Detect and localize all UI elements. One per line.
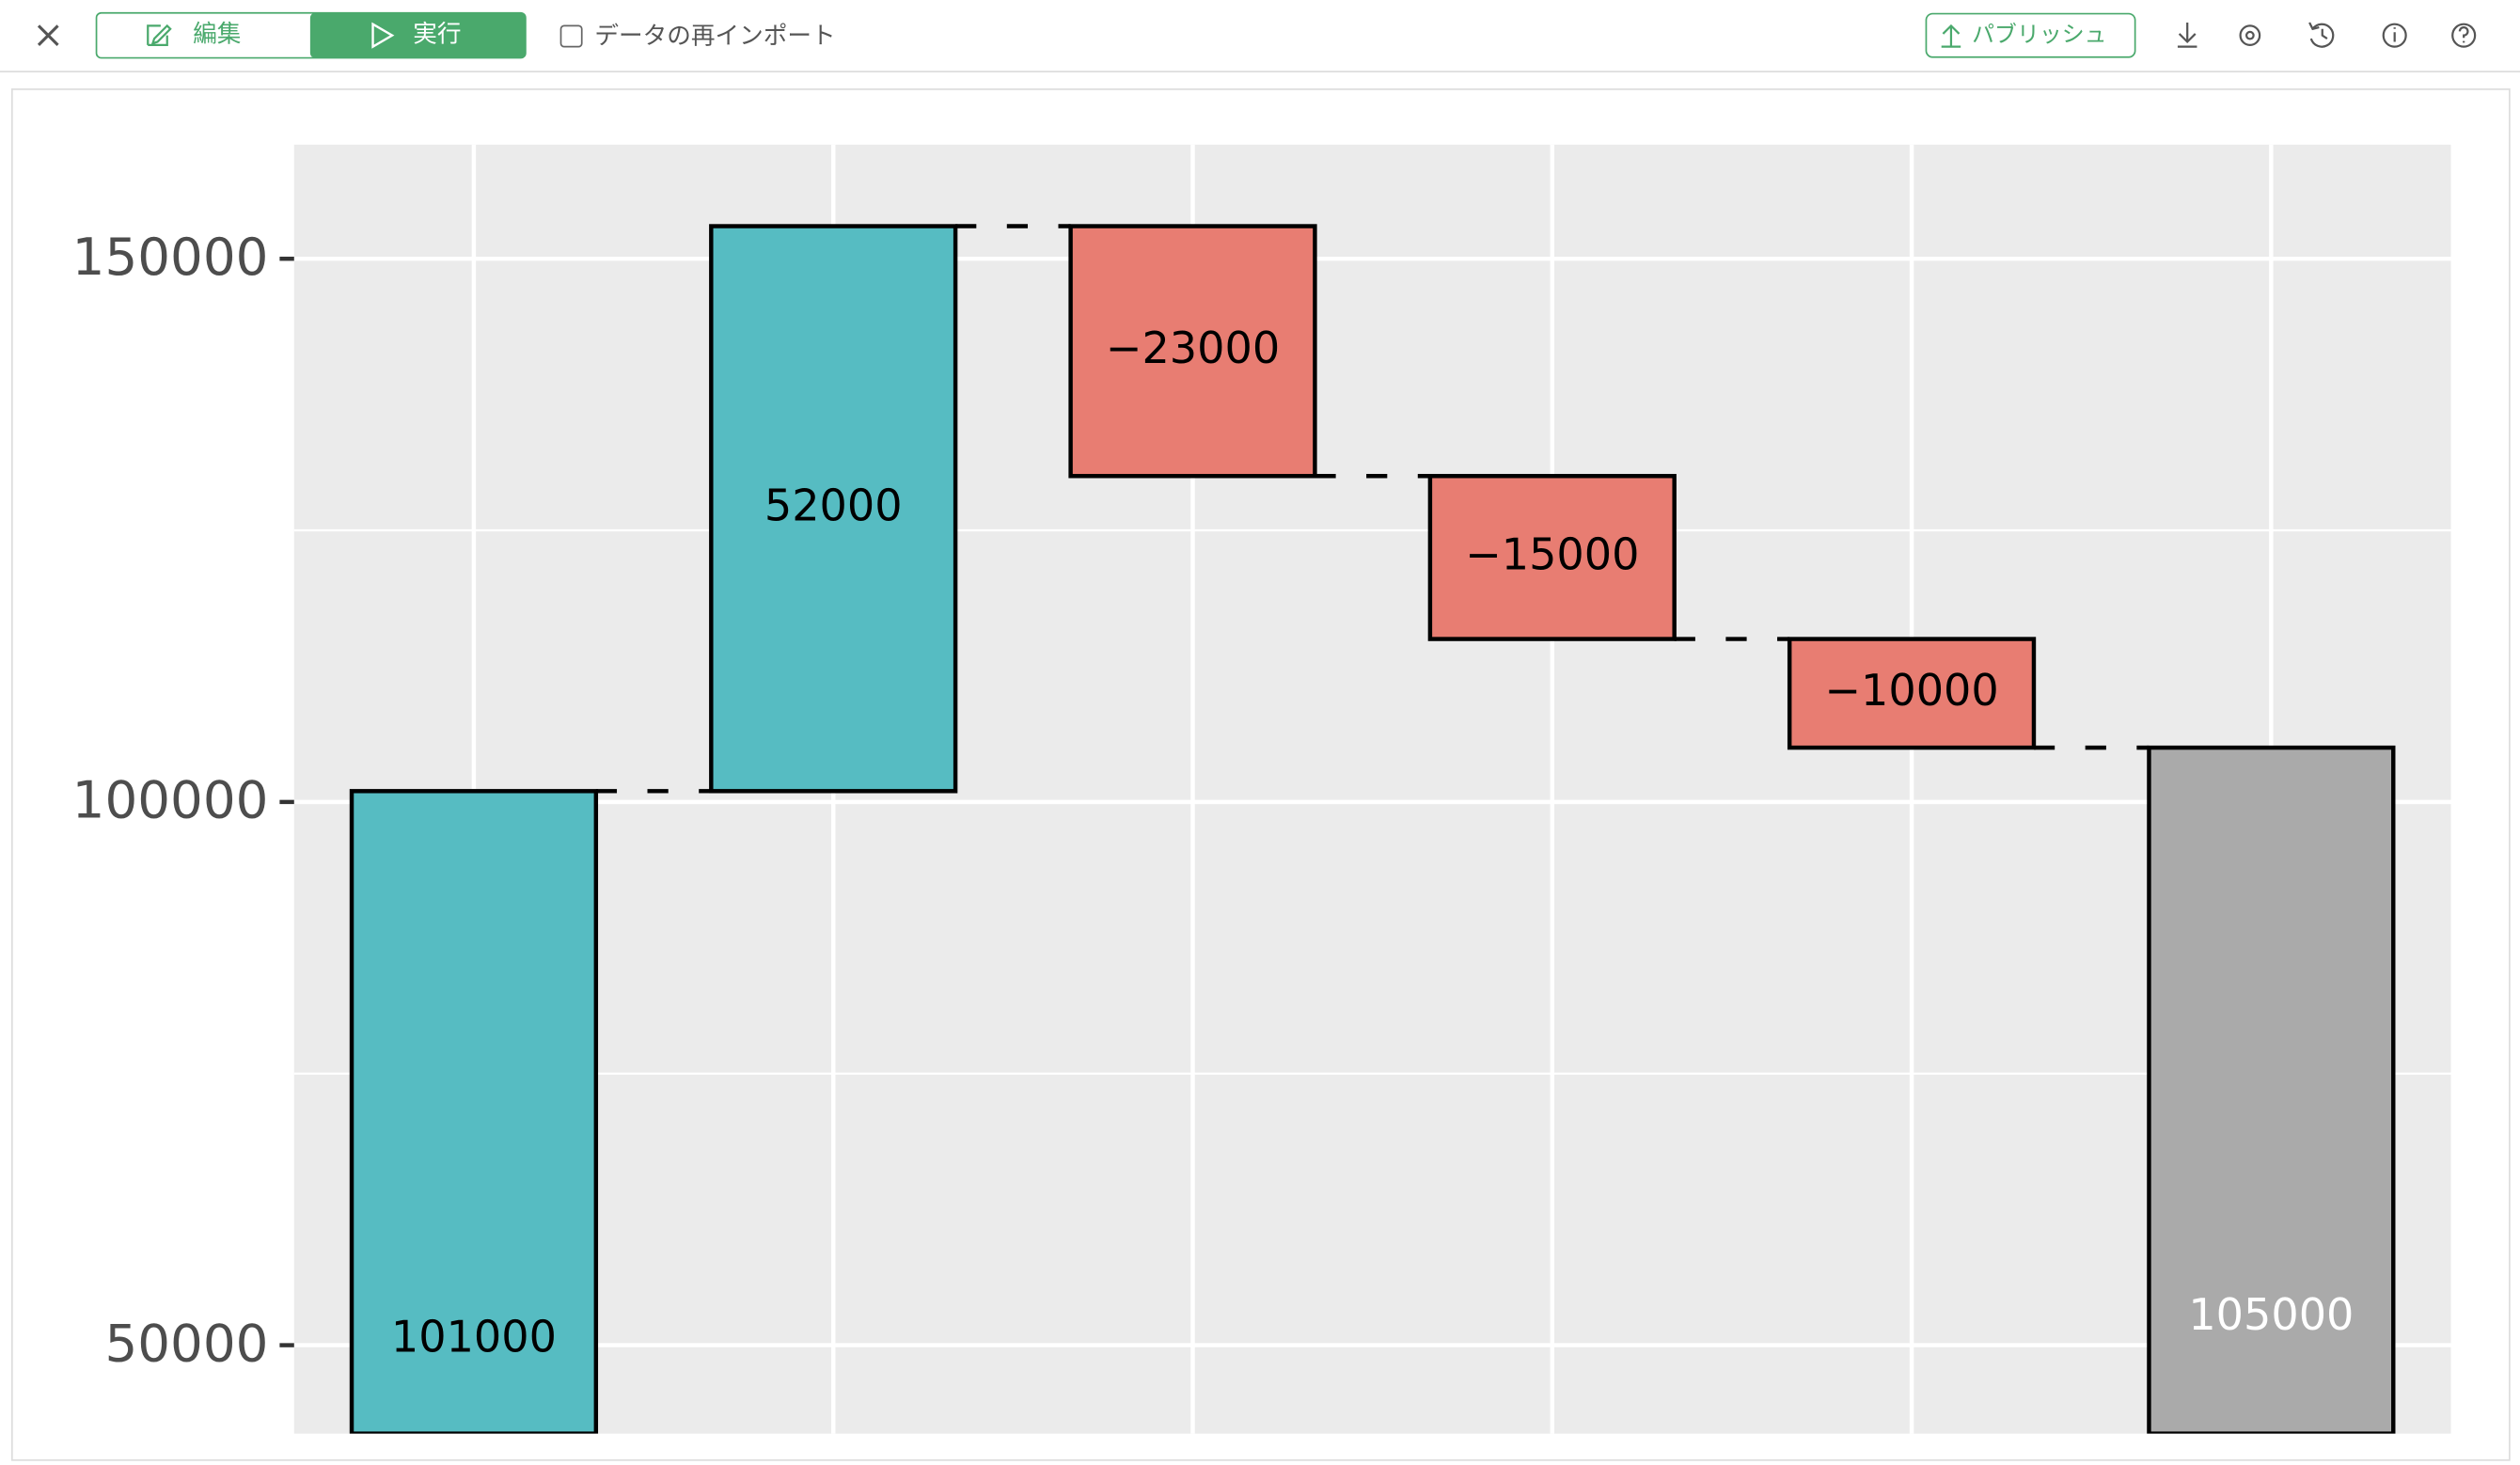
run-button[interactable]: 実行 — [309, 12, 526, 58]
data-label: 101000 — [391, 1311, 557, 1362]
reimport-checkbox[interactable]: データの再インポート — [559, 22, 836, 50]
data-label: 52000 — [764, 480, 903, 530]
bar — [1427, 474, 1677, 641]
publish-label: パブリッシュ — [1972, 22, 2106, 48]
y-tick-label: 100000 — [72, 770, 269, 830]
plot-background — [293, 144, 2451, 1434]
edit-button[interactable]: 編集 — [147, 21, 241, 49]
edit-label: 編集 — [193, 21, 241, 49]
bar — [349, 789, 599, 1434]
data-label: −23000 — [1106, 323, 1280, 373]
data-label: −15000 — [1465, 528, 1639, 579]
y-tick-label: 50000 — [104, 1313, 268, 1373]
help-icon[interactable] — [2451, 23, 2477, 48]
data-label: −10000 — [1824, 665, 1998, 716]
bar — [1068, 224, 1317, 479]
close-button[interactable] — [37, 24, 59, 46]
bar — [709, 224, 958, 794]
run-label: 実行 — [413, 21, 461, 49]
reimport-label: データの再インポート — [594, 22, 835, 50]
publish-button[interactable]: パブリッシュ — [1925, 12, 2136, 58]
y-tick-label: 150000 — [72, 227, 269, 287]
bar — [2147, 745, 2396, 1434]
bar — [1787, 637, 2037, 750]
history-icon[interactable] — [2308, 22, 2335, 48]
info-icon[interactable] — [2382, 23, 2407, 48]
download-icon[interactable] — [2177, 22, 2197, 48]
data-label: 105000 — [2188, 1289, 2354, 1340]
settings-icon[interactable] — [2239, 24, 2261, 47]
